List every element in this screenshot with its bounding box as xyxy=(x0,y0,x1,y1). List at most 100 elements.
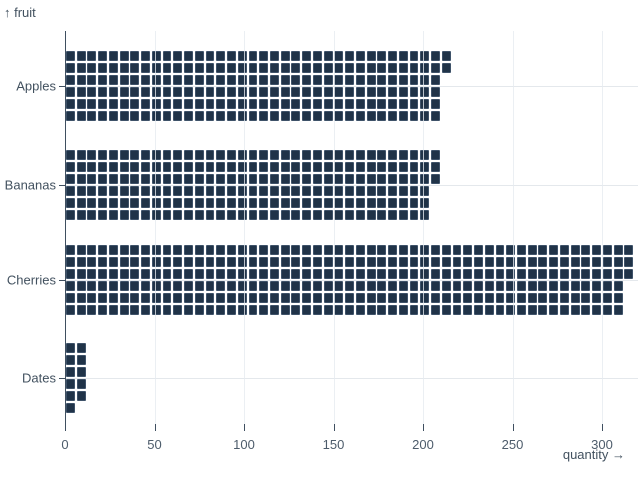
waffle-cell xyxy=(355,185,365,197)
waffle-cell xyxy=(420,98,430,110)
waffle-cell xyxy=(527,256,537,268)
waffle-cell xyxy=(323,185,333,197)
waffle-cell xyxy=(398,173,408,185)
waffle-cell xyxy=(431,268,440,280)
waffle-cell xyxy=(484,244,494,256)
waffle-cell xyxy=(388,98,397,110)
waffle-cell xyxy=(377,244,387,256)
waffle-cell xyxy=(162,244,172,256)
waffle-cell xyxy=(259,185,269,197)
waffle-cell xyxy=(248,304,258,316)
waffle-cell xyxy=(151,74,161,86)
waffle-cell xyxy=(237,244,247,256)
waffle-cell xyxy=(151,268,161,280)
waffle-cell xyxy=(151,185,161,197)
waffle-cell xyxy=(474,292,483,304)
waffle-cell xyxy=(76,378,86,390)
waffle-cell xyxy=(592,256,602,268)
waffle-cell xyxy=(495,304,505,316)
waffle-cell xyxy=(495,268,505,280)
waffle-cell xyxy=(216,62,226,74)
waffle-cell xyxy=(108,110,118,122)
waffle-cell xyxy=(184,74,193,86)
waffle-cell xyxy=(398,185,408,197)
waffle-cell xyxy=(184,197,193,209)
waffle-cell xyxy=(398,62,408,74)
waffle-cell xyxy=(312,292,322,304)
waffle-cell xyxy=(65,342,75,354)
waffle-cell xyxy=(216,244,226,256)
waffle-cell xyxy=(377,110,387,122)
waffle-cell xyxy=(538,256,548,268)
waffle-cell xyxy=(65,62,75,74)
waffle-cell xyxy=(205,161,215,173)
waffle-cell xyxy=(388,161,397,173)
waffle-cell xyxy=(141,173,150,185)
waffle-cell xyxy=(474,280,483,292)
waffle-cell xyxy=(119,62,129,74)
waffle-cell xyxy=(98,209,108,221)
waffle-cell xyxy=(248,256,258,268)
waffle-cell xyxy=(570,292,580,304)
waffle-cell xyxy=(463,268,473,280)
waffle-cell xyxy=(130,173,140,185)
waffle-cell xyxy=(259,292,269,304)
waffle-cell xyxy=(98,173,108,185)
waffle-cell xyxy=(345,173,355,185)
waffle-cell xyxy=(119,110,129,122)
waffle-cell xyxy=(280,244,290,256)
waffle-cell xyxy=(280,110,290,122)
waffle-cell xyxy=(409,185,419,197)
waffle-cell xyxy=(65,185,75,197)
waffle-cell xyxy=(280,86,290,98)
waffle-cell xyxy=(227,268,236,280)
waffle-cell xyxy=(484,256,494,268)
waffle-cell xyxy=(302,292,312,304)
waffle-cell xyxy=(452,304,462,316)
waffle-cell xyxy=(227,98,236,110)
waffle-cell xyxy=(345,62,355,74)
waffle-cell xyxy=(334,62,344,74)
waffle-cell xyxy=(527,268,537,280)
waffle-cell xyxy=(259,86,269,98)
waffle-cell xyxy=(323,244,333,256)
waffle-cell xyxy=(355,209,365,221)
waffle-cell xyxy=(237,74,247,86)
waffle-cell xyxy=(87,209,97,221)
waffle-cell xyxy=(312,268,322,280)
waffle-cell xyxy=(87,62,97,74)
waffle-cell xyxy=(388,185,397,197)
waffle-cell xyxy=(98,292,108,304)
waffle-cell xyxy=(291,304,301,316)
waffle-cell xyxy=(538,292,548,304)
waffle-cell xyxy=(312,304,322,316)
x-tick-label: 200 xyxy=(412,437,434,452)
waffle-cell xyxy=(194,304,204,316)
waffle-cell xyxy=(602,268,612,280)
waffle-cell xyxy=(377,149,387,161)
waffle-cell xyxy=(431,98,440,110)
waffle-cell xyxy=(559,292,569,304)
waffle-cell xyxy=(108,209,118,221)
waffle-cell xyxy=(409,268,419,280)
x-tick xyxy=(333,424,335,431)
waffle-cell xyxy=(259,256,269,268)
waffle-cell xyxy=(377,280,387,292)
x-tick-label: 250 xyxy=(501,437,524,452)
waffle-cell xyxy=(366,292,376,304)
waffle-cell xyxy=(431,50,440,62)
waffle-cell xyxy=(237,304,247,316)
waffle-cell xyxy=(237,98,247,110)
waffle-cell xyxy=(130,280,140,292)
waffle-cell xyxy=(194,209,204,221)
y-gridline xyxy=(65,280,638,281)
waffle-cell xyxy=(517,292,526,304)
waffle-cell xyxy=(431,110,440,122)
waffle-cell xyxy=(173,292,183,304)
waffle-cell xyxy=(280,256,290,268)
waffle-cell xyxy=(431,149,440,161)
waffle-cell xyxy=(527,292,537,304)
waffle-cell xyxy=(420,110,430,122)
waffle-cell xyxy=(259,197,269,209)
waffle-cell xyxy=(173,185,183,197)
